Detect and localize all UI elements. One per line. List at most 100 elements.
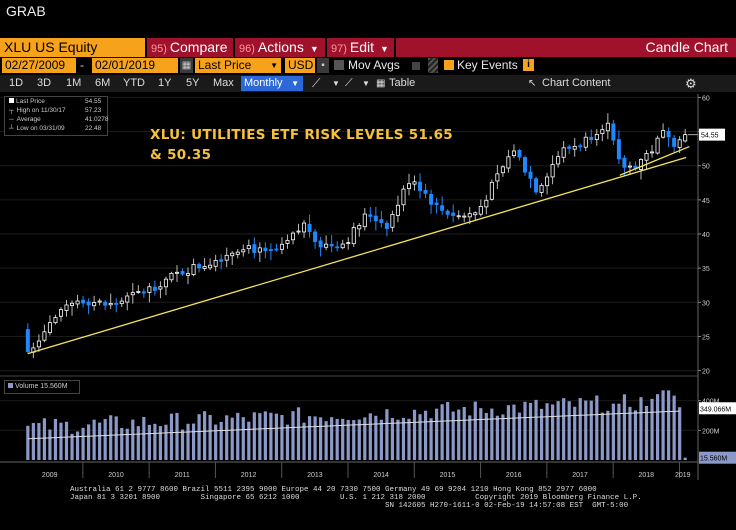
- compare-button[interactable]: 95) Compare: [147, 38, 233, 57]
- candle-up: [627, 165, 632, 168]
- period-5y[interactable]: 5Y: [186, 77, 200, 89]
- candle-up: [495, 173, 500, 182]
- gear-icon[interactable]: ⚙: [685, 76, 697, 91]
- mov-avgs-dropdown-icon[interactable]: [412, 62, 420, 70]
- candle-down: [318, 240, 323, 248]
- volume-bar: [274, 413, 279, 460]
- chart-content-button[interactable]: Chart Content: [542, 77, 611, 89]
- volume-bar: [81, 427, 85, 460]
- candle-down: [567, 146, 572, 149]
- chart-annotation: XLU: UTILITIES ETF RISK LEVELS 51.65 & 5…: [150, 125, 490, 165]
- candles: [25, 113, 688, 359]
- volume-bar: [263, 411, 267, 460]
- key-events-checkbox[interactable]: [444, 60, 454, 70]
- candle-up: [174, 271, 179, 274]
- candle-up: [296, 230, 301, 233]
- start-date-field[interactable]: 02/27/2009: [2, 58, 76, 73]
- period-1y[interactable]: 1Y: [158, 77, 172, 89]
- currency-select[interactable]: USD▼: [285, 58, 322, 73]
- volume-bar: [214, 424, 218, 460]
- volume-bar: [180, 429, 185, 460]
- volume-bar: [352, 420, 356, 460]
- divider-pattern: [428, 58, 438, 73]
- chevron-down-icon[interactable]: ▼: [362, 79, 370, 88]
- candle-down: [114, 303, 119, 305]
- period-1m[interactable]: 1M: [66, 77, 82, 89]
- last-price-tag: [699, 128, 725, 141]
- candle-up: [511, 150, 516, 156]
- candle-up: [390, 214, 395, 228]
- volume-bar: [490, 408, 494, 460]
- legend-average-label: ─ Average: [9, 116, 41, 123]
- period-1d[interactable]: 1D: [9, 77, 24, 89]
- field-select-value: Last Price: [198, 58, 252, 72]
- candle-down: [180, 271, 185, 275]
- volume-bar: [169, 413, 174, 460]
- line-chart-icon[interactable]: ⟋: [312, 76, 321, 90]
- volume-bar: [595, 395, 599, 460]
- volume-bar: [644, 405, 649, 460]
- volume-bar: [667, 390, 671, 460]
- period-6m[interactable]: 6M: [95, 77, 111, 89]
- volume-bar: [473, 401, 477, 460]
- candle-down: [373, 215, 378, 222]
- volume-bar: [103, 419, 107, 460]
- volume-bar: [208, 414, 212, 460]
- edit-button[interactable]: 97) Edit ▼: [327, 38, 394, 57]
- candle-down: [379, 219, 384, 223]
- candle-up: [97, 300, 102, 303]
- calendar-icon[interactable]: ▦: [180, 58, 193, 73]
- frequency-select[interactable]: Monthly ▼: [241, 76, 303, 91]
- volume-bar: [114, 416, 118, 460]
- candle-up: [235, 251, 240, 255]
- mov-avgs-checkbox[interactable]: [334, 60, 344, 70]
- volume-bar: [573, 406, 577, 460]
- candle-up: [655, 137, 660, 154]
- volume-bar: [639, 397, 643, 460]
- volume-bar: [313, 416, 317, 460]
- trendline: [619, 145, 690, 176]
- candle-up: [506, 156, 511, 169]
- chart-type-label[interactable]: Candle Chart: [396, 38, 736, 57]
- volume-bar: [307, 416, 312, 460]
- candle-up: [75, 300, 80, 305]
- period-bar: 1D 3D 1M 6M YTD 1Y 5Y Max Monthly ▼ ⟋ ▼ ⟋…: [0, 75, 736, 92]
- volume-bar: [241, 417, 245, 460]
- currency-settings-icon[interactable]: ▪: [317, 58, 329, 73]
- candle-down: [418, 181, 423, 191]
- candle-down: [252, 244, 257, 253]
- volume-bar: [523, 401, 527, 460]
- volume-bar: [633, 410, 638, 460]
- volume-bar: [468, 415, 472, 460]
- volume-tag: [699, 451, 736, 464]
- actions-button[interactable]: 96) Actions ▼: [235, 38, 325, 57]
- volume-bar: [655, 394, 660, 460]
- volume-legend-text: Volume 15.560M: [15, 383, 68, 390]
- table-icon[interactable]: ▦: [376, 78, 386, 89]
- chevron-down-icon[interactable]: ▼: [332, 79, 340, 88]
- end-date-field[interactable]: 02/01/2019: [92, 58, 178, 73]
- price-legend: Last Price 54.55 ┬ High on 11/30/17 57.23…: [4, 96, 109, 136]
- candle-up: [213, 260, 218, 267]
- volume-bar: [606, 410, 610, 460]
- candle-up: [556, 156, 561, 165]
- candle-up: [500, 166, 505, 174]
- candle-down: [672, 137, 677, 147]
- volume-bar: [379, 419, 383, 460]
- chart-content-icon[interactable]: ↖: [528, 78, 537, 89]
- draw-tool-icon[interactable]: ⟋: [345, 77, 353, 89]
- info-icon[interactable]: i: [523, 59, 534, 71]
- volume-bar: [335, 418, 339, 460]
- candle-up: [158, 286, 163, 290]
- key-events-label[interactable]: Key Events: [457, 58, 518, 72]
- candle-up: [257, 247, 262, 253]
- volume-bar: [203, 411, 207, 460]
- table-button[interactable]: Table: [389, 77, 416, 89]
- period-ytd[interactable]: YTD: [123, 77, 145, 89]
- period-max[interactable]: Max: [213, 77, 234, 89]
- period-3d[interactable]: 3D: [37, 77, 52, 89]
- candle-down: [578, 145, 583, 148]
- mov-avgs-label[interactable]: Mov Avgs: [348, 58, 400, 72]
- ticker-field[interactable]: XLU US Equity: [0, 38, 145, 57]
- field-select[interactable]: Last Price ▼: [195, 58, 281, 73]
